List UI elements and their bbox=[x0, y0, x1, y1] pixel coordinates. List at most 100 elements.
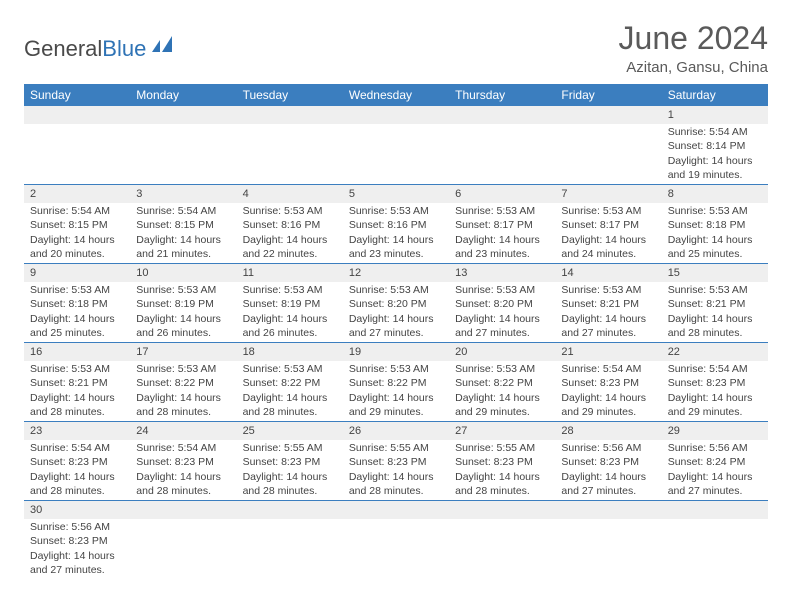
day-data-line: Sunrise: 5:54 AM bbox=[561, 362, 655, 376]
day-data-line: and 23 minutes. bbox=[455, 247, 549, 261]
day-data-line: Sunrise: 5:55 AM bbox=[243, 441, 337, 455]
day-data: Sunrise: 5:53 AMSunset: 8:19 PMDaylight:… bbox=[237, 282, 343, 342]
day-data-line: Daylight: 14 hours bbox=[136, 312, 230, 326]
calendar-day-cell: 15Sunrise: 5:53 AMSunset: 8:21 PMDayligh… bbox=[662, 263, 768, 342]
day-data-line: and 27 minutes. bbox=[561, 326, 655, 340]
day-data-line: and 27 minutes. bbox=[349, 326, 443, 340]
day-data-line: Daylight: 14 hours bbox=[136, 233, 230, 247]
day-data: Sunrise: 5:53 AMSunset: 8:16 PMDaylight:… bbox=[237, 203, 343, 263]
day-data-line: Sunrise: 5:56 AM bbox=[30, 520, 124, 534]
day-data-line: Sunrise: 5:56 AM bbox=[561, 441, 655, 455]
day-data-line: Sunset: 8:23 PM bbox=[243, 455, 337, 469]
calendar-day-cell bbox=[237, 106, 343, 184]
day-data-line: and 24 minutes. bbox=[561, 247, 655, 261]
day-data-line: and 28 minutes. bbox=[243, 484, 337, 498]
day-data-line: Sunset: 8:23 PM bbox=[668, 376, 762, 390]
day-data-line: Sunrise: 5:54 AM bbox=[668, 125, 762, 139]
day-data-line: Daylight: 14 hours bbox=[668, 312, 762, 326]
calendar-day-cell bbox=[343, 106, 449, 184]
day-data: Sunrise: 5:53 AMSunset: 8:20 PMDaylight:… bbox=[449, 282, 555, 342]
day-data: Sunrise: 5:54 AMSunset: 8:23 PMDaylight:… bbox=[662, 361, 768, 421]
day-data-line: Daylight: 14 hours bbox=[455, 312, 549, 326]
day-data: Sunrise: 5:56 AMSunset: 8:23 PMDaylight:… bbox=[555, 440, 661, 500]
day-data-line: Daylight: 14 hours bbox=[668, 154, 762, 168]
calendar-day-cell bbox=[662, 500, 768, 578]
calendar-day-cell: 25Sunrise: 5:55 AMSunset: 8:23 PMDayligh… bbox=[237, 421, 343, 500]
day-data: Sunrise: 5:55 AMSunset: 8:23 PMDaylight:… bbox=[449, 440, 555, 500]
day-data-line: Sunset: 8:21 PM bbox=[668, 297, 762, 311]
day-data-line: Sunrise: 5:53 AM bbox=[136, 362, 230, 376]
day-data-line: and 22 minutes. bbox=[243, 247, 337, 261]
day-data: Sunrise: 5:54 AMSunset: 8:23 PMDaylight:… bbox=[555, 361, 661, 421]
day-data-line: Sunset: 8:19 PM bbox=[243, 297, 337, 311]
day-data: Sunrise: 5:53 AMSunset: 8:18 PMDaylight:… bbox=[24, 282, 130, 342]
calendar-day-cell: 20Sunrise: 5:53 AMSunset: 8:22 PMDayligh… bbox=[449, 342, 555, 421]
day-data: Sunrise: 5:54 AMSunset: 8:15 PMDaylight:… bbox=[130, 203, 236, 263]
day-data-line: and 28 minutes. bbox=[136, 405, 230, 419]
weekday-header: Tuesday bbox=[237, 84, 343, 106]
day-data-line: Sunrise: 5:53 AM bbox=[349, 362, 443, 376]
day-data-line: and 28 minutes. bbox=[349, 484, 443, 498]
page-subtitle: Azitan, Gansu, China bbox=[619, 59, 768, 76]
day-data-line: and 27 minutes. bbox=[30, 563, 124, 577]
day-data: Sunrise: 5:55 AMSunset: 8:23 PMDaylight:… bbox=[343, 440, 449, 500]
day-data-line: Sunrise: 5:53 AM bbox=[561, 204, 655, 218]
day-data-line: Daylight: 14 hours bbox=[349, 233, 443, 247]
day-data: Sunrise: 5:53 AMSunset: 8:18 PMDaylight:… bbox=[662, 203, 768, 263]
weekday-header: Thursday bbox=[449, 84, 555, 106]
weekday-header: Sunday bbox=[24, 84, 130, 106]
day-number: 19 bbox=[343, 343, 449, 361]
day-data: Sunrise: 5:53 AMSunset: 8:21 PMDaylight:… bbox=[662, 282, 768, 342]
day-data-line: and 23 minutes. bbox=[349, 247, 443, 261]
day-number: 23 bbox=[24, 422, 130, 440]
day-data-line: Sunset: 8:17 PM bbox=[455, 218, 549, 232]
calendar-day-cell: 26Sunrise: 5:55 AMSunset: 8:23 PMDayligh… bbox=[343, 421, 449, 500]
day-number-empty bbox=[662, 501, 768, 519]
calendar-week-row: 2Sunrise: 5:54 AMSunset: 8:15 PMDaylight… bbox=[24, 184, 768, 263]
calendar-day-cell bbox=[130, 500, 236, 578]
day-data-line: and 29 minutes. bbox=[349, 405, 443, 419]
day-data: Sunrise: 5:53 AMSunset: 8:16 PMDaylight:… bbox=[343, 203, 449, 263]
calendar-day-cell: 2Sunrise: 5:54 AMSunset: 8:15 PMDaylight… bbox=[24, 184, 130, 263]
calendar-day-cell: 18Sunrise: 5:53 AMSunset: 8:22 PMDayligh… bbox=[237, 342, 343, 421]
day-data-line: and 25 minutes. bbox=[30, 326, 124, 340]
day-data-line: Sunset: 8:14 PM bbox=[668, 139, 762, 153]
day-number: 1 bbox=[662, 106, 768, 124]
day-data-line: Sunset: 8:19 PM bbox=[136, 297, 230, 311]
calendar-day-cell: 6Sunrise: 5:53 AMSunset: 8:17 PMDaylight… bbox=[449, 184, 555, 263]
header: GeneralBlue June 2024 Azitan, Gansu, Chi… bbox=[24, 20, 768, 84]
day-data-line: Daylight: 14 hours bbox=[136, 470, 230, 484]
day-data-line: and 26 minutes. bbox=[136, 326, 230, 340]
page-title: June 2024 bbox=[619, 20, 768, 57]
calendar-day-cell bbox=[555, 106, 661, 184]
day-data-line: Daylight: 14 hours bbox=[668, 470, 762, 484]
day-data: Sunrise: 5:53 AMSunset: 8:21 PMDaylight:… bbox=[555, 282, 661, 342]
day-data-line: Daylight: 14 hours bbox=[30, 549, 124, 563]
weekday-header: Wednesday bbox=[343, 84, 449, 106]
calendar-day-cell: 10Sunrise: 5:53 AMSunset: 8:19 PMDayligh… bbox=[130, 263, 236, 342]
day-data-line: Daylight: 14 hours bbox=[243, 233, 337, 247]
day-number: 15 bbox=[662, 264, 768, 282]
day-data: Sunrise: 5:54 AMSunset: 8:23 PMDaylight:… bbox=[130, 440, 236, 500]
day-number: 20 bbox=[449, 343, 555, 361]
title-block: June 2024 Azitan, Gansu, China bbox=[619, 20, 768, 76]
day-data-line: Sunrise: 5:53 AM bbox=[30, 362, 124, 376]
day-data-line: Sunrise: 5:53 AM bbox=[30, 283, 124, 297]
day-data: Sunrise: 5:53 AMSunset: 8:17 PMDaylight:… bbox=[555, 203, 661, 263]
sails-icon bbox=[150, 34, 180, 59]
logo-text-general: General bbox=[24, 36, 102, 61]
day-number: 16 bbox=[24, 343, 130, 361]
calendar-day-cell: 1Sunrise: 5:54 AMSunset: 8:14 PMDaylight… bbox=[662, 106, 768, 184]
day-number: 28 bbox=[555, 422, 661, 440]
day-number: 21 bbox=[555, 343, 661, 361]
day-number: 6 bbox=[449, 185, 555, 203]
day-data: Sunrise: 5:54 AMSunset: 8:23 PMDaylight:… bbox=[24, 440, 130, 500]
day-data-line: Sunset: 8:18 PM bbox=[668, 218, 762, 232]
day-number: 4 bbox=[237, 185, 343, 203]
day-data-line: and 21 minutes. bbox=[136, 247, 230, 261]
day-data-line: Daylight: 14 hours bbox=[30, 233, 124, 247]
calendar-day-cell: 29Sunrise: 5:56 AMSunset: 8:24 PMDayligh… bbox=[662, 421, 768, 500]
day-data-line: and 29 minutes. bbox=[668, 405, 762, 419]
calendar-table: Sunday Monday Tuesday Wednesday Thursday… bbox=[24, 84, 768, 579]
day-data: Sunrise: 5:53 AMSunset: 8:22 PMDaylight:… bbox=[130, 361, 236, 421]
